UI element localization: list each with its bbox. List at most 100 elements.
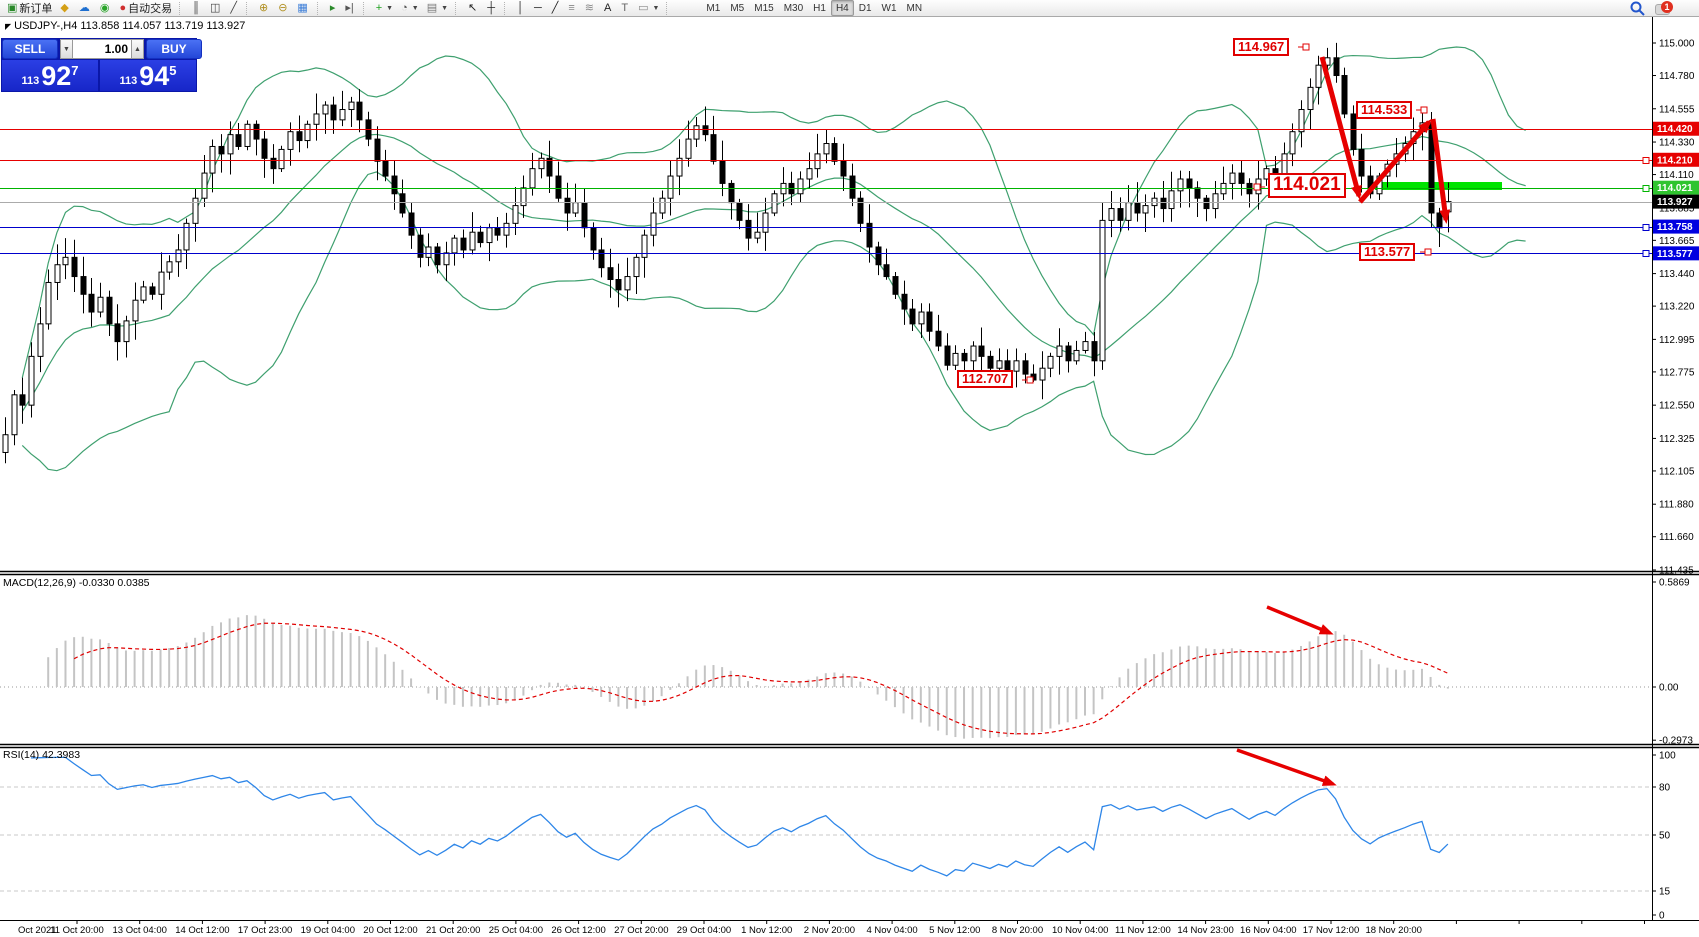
svg-text:17 Nov 12:00: 17 Nov 12:00 bbox=[1303, 925, 1360, 936]
crosshair-icon[interactable]: ┼ bbox=[484, 1, 500, 16]
timeframe-h1-button[interactable]: H1 bbox=[813, 2, 826, 14]
svg-text:112.550: 112.550 bbox=[1659, 401, 1695, 412]
shapes-icon-dropdown[interactable]: ▼ bbox=[652, 4, 660, 12]
buy-button[interactable]: BUY bbox=[146, 39, 202, 59]
periods-icon-dropdown[interactable]: ▼ bbox=[411, 4, 419, 12]
templates-icon-dropdown[interactable]: ▼ bbox=[441, 4, 449, 12]
gold-coins-icon[interactable]: ◆ bbox=[57, 1, 73, 16]
axis-label-114.210 bbox=[1653, 152, 1699, 167]
notification-badge: 1 bbox=[1661, 1, 1673, 13]
macd-axis: 0.5869 0.00 -0.2973 bbox=[1652, 578, 1693, 747]
price-annotation-114.533[interactable]: 114.533 bbox=[1356, 101, 1413, 120]
svg-text:15: 15 bbox=[1659, 887, 1671, 898]
fibonacci-icon[interactable]: ≡ bbox=[565, 1, 579, 16]
chat-notification-icon[interactable]: 1 bbox=[1655, 1, 1673, 15]
auto-trading-button-label: 自动交易 bbox=[128, 3, 173, 15]
signal-icon-glyph: ◉ bbox=[99, 1, 110, 14]
trend-arrow[interactable] bbox=[1236, 748, 1337, 786]
volume-increase-button[interactable]: ▲ bbox=[131, 39, 144, 59]
annotations-svg bbox=[1022, 43, 1451, 786]
toolbar-separator bbox=[504, 1, 510, 15]
periods-icon-glyph: ◔ bbox=[401, 1, 408, 14]
svg-text:29 Oct 04:00: 29 Oct 04:00 bbox=[677, 925, 731, 936]
new-order-button[interactable]: ▣ 新订单 bbox=[4, 1, 55, 16]
svg-text:4 Nov 04:00: 4 Nov 04:00 bbox=[866, 925, 917, 936]
price-annotation-113.577[interactable]: 113.577 bbox=[1359, 243, 1416, 262]
svg-text:114.330: 114.330 bbox=[1659, 138, 1695, 149]
trend-arrow[interactable] bbox=[1266, 605, 1334, 635]
svg-text:1 Nov 12:00: 1 Nov 12:00 bbox=[741, 925, 792, 936]
timeframe-d1-button[interactable]: D1 bbox=[858, 2, 872, 14]
svg-text:11 Nov 12:00: 11 Nov 12:00 bbox=[1115, 925, 1171, 936]
volume-decrease-button[interactable]: ▼ bbox=[60, 39, 73, 59]
trend-arrow[interactable] bbox=[1358, 118, 1432, 204]
timeframe-w1-button[interactable]: W1 bbox=[881, 2, 897, 14]
svg-text:17 Oct 23:00: 17 Oct 23:00 bbox=[238, 925, 292, 936]
cursor-icon[interactable]: ↖ bbox=[465, 1, 482, 16]
sell-price-quote[interactable]: 113 92 7 bbox=[2, 60, 98, 91]
price-annotation-114.021[interactable]: 114.021 bbox=[1268, 173, 1346, 198]
signal-icon[interactable]: ◉ bbox=[97, 1, 115, 16]
price-annotation-114.967[interactable]: 114.967 bbox=[1233, 38, 1290, 57]
svg-text:26 Oct 12:00: 26 Oct 12:00 bbox=[551, 925, 605, 936]
timeframe-m15-button[interactable]: M15 bbox=[754, 2, 774, 14]
svg-text:114.420: 114.420 bbox=[1657, 124, 1693, 135]
svg-text:114.555: 114.555 bbox=[1659, 104, 1695, 115]
panel-frames bbox=[0, 17, 1699, 921]
auto-trading-button[interactable]: ● 自动交易 bbox=[116, 1, 175, 16]
toolbar-right-group: 1 bbox=[1629, 1, 1673, 16]
svg-text:25 Oct 04:00: 25 Oct 04:00 bbox=[489, 925, 543, 936]
svg-text:10 Nov 04:00: 10 Nov 04:00 bbox=[1052, 925, 1109, 936]
buy-price-quote[interactable]: 113 94 5 bbox=[100, 60, 196, 91]
timeframe-m5-button[interactable]: M5 bbox=[730, 2, 745, 14]
svg-text:112.325: 112.325 bbox=[1659, 434, 1695, 445]
community-icon-glyph: ☁ bbox=[78, 1, 90, 14]
indicators-icon-dropdown[interactable]: ▼ bbox=[386, 4, 394, 12]
candlestick-chart-icon-glyph: ◫ bbox=[209, 1, 221, 14]
volume-input[interactable] bbox=[73, 39, 131, 59]
trend-arrow[interactable] bbox=[1430, 118, 1451, 224]
svg-text:114.110: 114.110 bbox=[1659, 170, 1694, 181]
zoom-out-icon-glyph: ⊖ bbox=[278, 1, 288, 14]
svg-text:113.927: 113.927 bbox=[1657, 197, 1693, 208]
periods-icon[interactable]: ◔ ▼ bbox=[398, 1, 422, 16]
svg-text:111.435: 111.435 bbox=[1659, 565, 1694, 576]
sell-button[interactable]: SELL bbox=[2, 39, 58, 59]
templates-icon[interactable]: ▤ ▼ bbox=[424, 1, 451, 16]
trend-arrow[interactable] bbox=[1319, 56, 1362, 200]
trendline-icon[interactable]: ╱ bbox=[549, 1, 564, 16]
search-icon[interactable] bbox=[1629, 1, 1647, 16]
chart-shift-icon-glyph: ▸| bbox=[345, 1, 354, 14]
tile-windows-icon-glyph: ▦ bbox=[297, 1, 308, 14]
line-chart-icon[interactable]: ╱ bbox=[227, 1, 242, 16]
svg-text:112.995: 112.995 bbox=[1659, 335, 1695, 346]
auto-scroll-icon[interactable]: ▸ bbox=[327, 1, 341, 16]
horizontal-line-icon[interactable]: ─ bbox=[531, 1, 547, 16]
svg-text:11 Oct 20:00: 11 Oct 20:00 bbox=[50, 925, 104, 936]
label-icon[interactable]: T bbox=[618, 1, 633, 16]
text-icon[interactable]: A bbox=[601, 1, 616, 16]
chart-shift-icon[interactable]: ▸| bbox=[342, 1, 358, 16]
timeframe-m30-button[interactable]: M30 bbox=[783, 2, 804, 14]
timeframe-m1-button[interactable]: M1 bbox=[706, 2, 721, 14]
indicators-icon[interactable]: + ▼ bbox=[373, 1, 396, 16]
price-annotation-112.707[interactable]: 112.707 bbox=[957, 370, 1014, 389]
community-icon[interactable]: ☁ bbox=[76, 1, 95, 16]
zoom-out-icon[interactable]: ⊖ bbox=[275, 1, 292, 16]
tile-windows-icon[interactable]: ▦ bbox=[294, 1, 312, 16]
cursor-icon-glyph: ↖ bbox=[468, 1, 478, 14]
green-highlight-bar[interactable] bbox=[1375, 182, 1502, 190]
bar-chart-icon[interactable]: ║ bbox=[189, 1, 205, 16]
svg-text:0.00: 0.00 bbox=[1659, 683, 1679, 694]
vertical-line-icon[interactable]: │ bbox=[514, 1, 529, 16]
zoom-in-icon[interactable]: ⊕ bbox=[256, 1, 273, 16]
timeframe-mn-button[interactable]: MN bbox=[906, 2, 923, 14]
shapes-icon[interactable]: ▭ ▼ bbox=[635, 1, 662, 16]
toolbar-separator bbox=[455, 1, 461, 15]
candlestick-chart-icon[interactable]: ◫ bbox=[207, 1, 225, 16]
timeframe-h4-button[interactable]: H4 bbox=[830, 0, 854, 16]
fibonacci-fan-icon[interactable]: ≋ bbox=[582, 1, 599, 16]
